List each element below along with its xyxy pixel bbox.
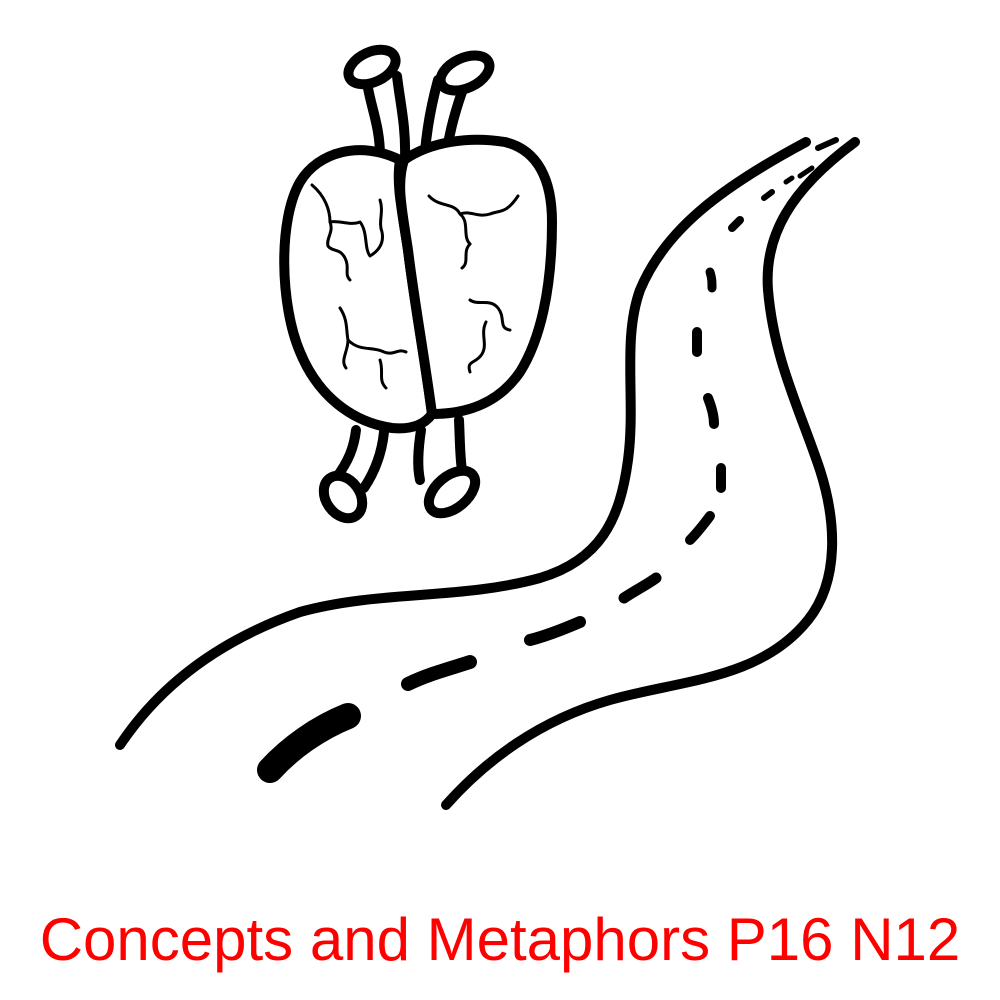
heart-top-vessel-left bbox=[343, 44, 411, 163]
heart-right-lobe bbox=[395, 134, 557, 419]
road-dash bbox=[703, 393, 719, 429]
road-dash bbox=[783, 175, 795, 185]
heart-veins bbox=[310, 183, 520, 390]
heart-bottom-vessel-left bbox=[318, 425, 389, 524]
road-center-dashes bbox=[257, 175, 795, 783]
road-dash bbox=[705, 267, 717, 293]
road-dash bbox=[257, 703, 361, 783]
road-icon bbox=[115, 137, 860, 810]
road-center-tail bbox=[797, 165, 815, 179]
road-edge-right bbox=[441, 137, 860, 810]
road-dash bbox=[685, 511, 715, 545]
road-dash bbox=[401, 655, 477, 691]
heart-bottom-vessel-right bbox=[413, 415, 481, 519]
heart-icon bbox=[279, 44, 557, 524]
road-dash bbox=[728, 216, 744, 232]
road-dash bbox=[618, 572, 662, 604]
caption-title: Concepts and Metaphors P16 N12 bbox=[39, 906, 961, 973]
road-dash bbox=[524, 616, 586, 646]
road-dash bbox=[761, 189, 775, 201]
road-edge-left bbox=[115, 137, 811, 750]
illustration bbox=[115, 44, 860, 810]
road-edge-left-tail bbox=[815, 137, 839, 151]
